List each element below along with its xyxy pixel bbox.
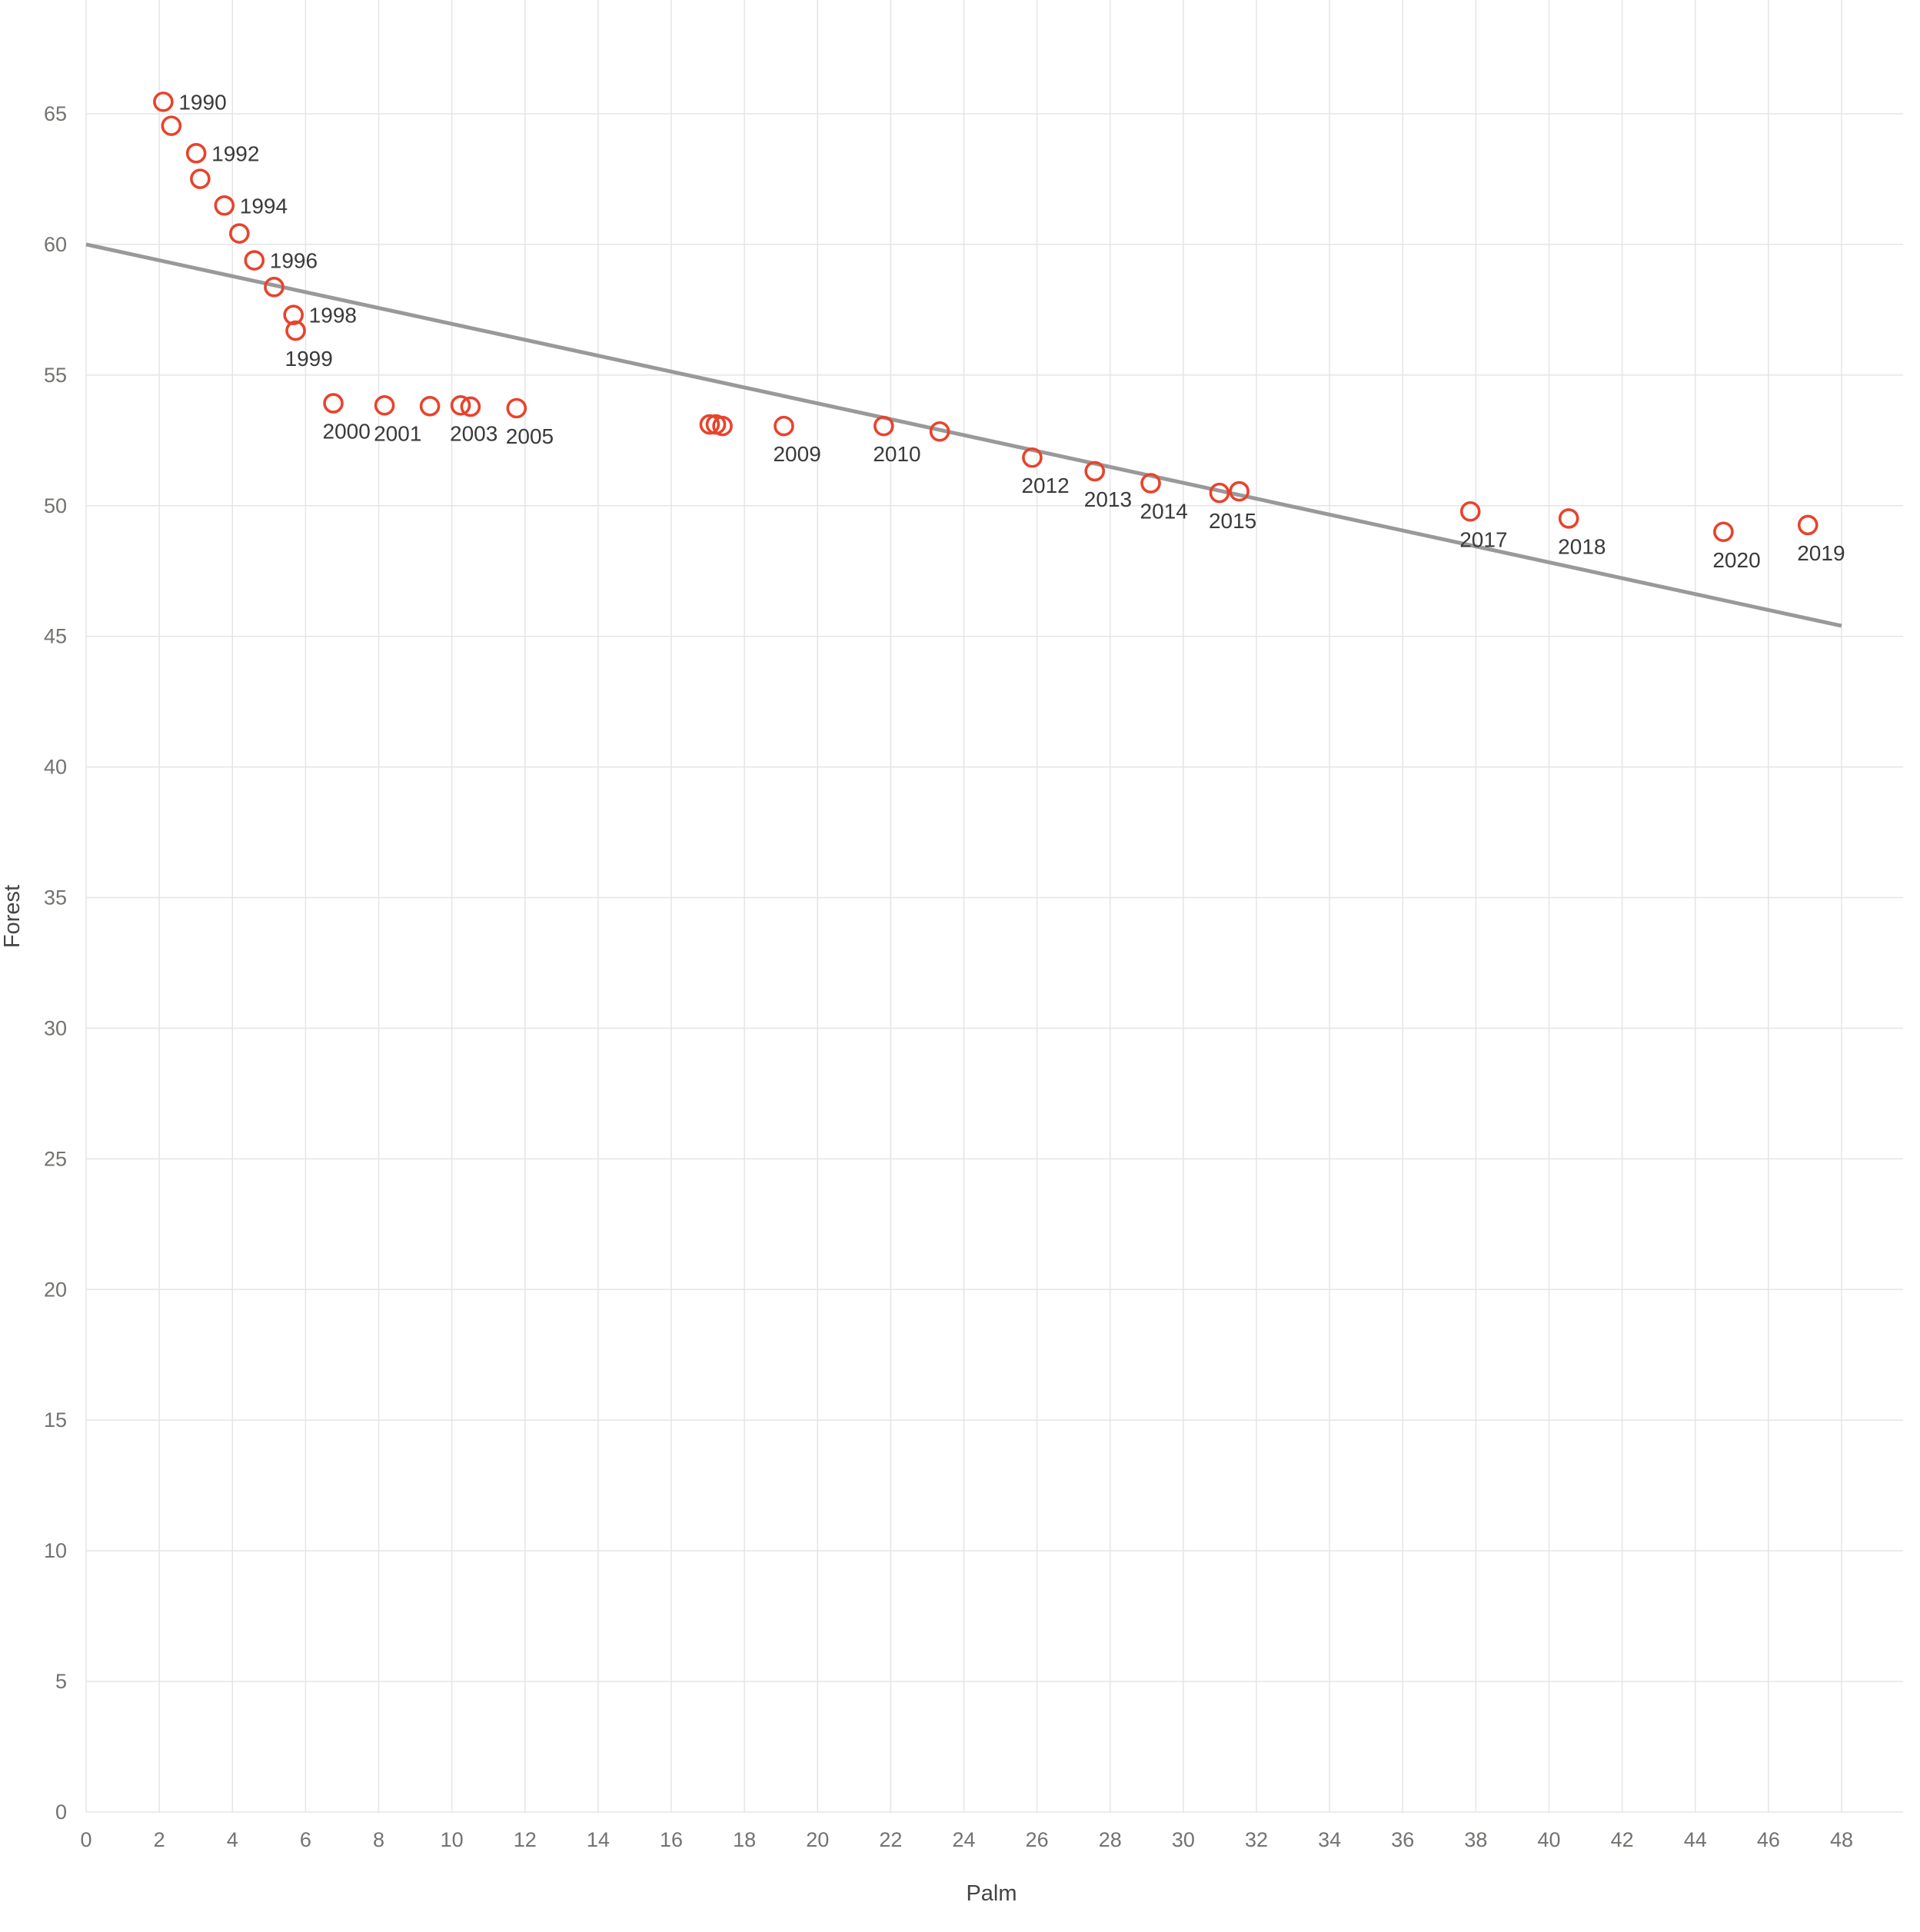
svg-text:0: 0 [55, 1801, 67, 1824]
svg-text:25: 25 [44, 1147, 67, 1170]
svg-text:1996: 1996 [270, 249, 318, 273]
svg-text:36: 36 [1391, 1828, 1414, 1851]
svg-text:26: 26 [1026, 1828, 1049, 1851]
svg-text:44: 44 [1684, 1828, 1707, 1851]
svg-text:46: 46 [1757, 1828, 1780, 1851]
svg-text:50: 50 [44, 494, 67, 517]
svg-text:5: 5 [55, 1670, 67, 1693]
svg-text:Forest: Forest [0, 885, 25, 948]
svg-text:40: 40 [44, 756, 67, 779]
svg-text:24: 24 [952, 1828, 975, 1851]
svg-text:32: 32 [1245, 1828, 1268, 1851]
svg-text:2014: 2014 [1140, 500, 1188, 524]
svg-text:2018: 2018 [1558, 534, 1606, 558]
svg-text:1992: 1992 [211, 141, 259, 165]
svg-text:65: 65 [44, 102, 67, 125]
svg-text:Palm: Palm [966, 1881, 1017, 1906]
svg-text:2000: 2000 [323, 420, 371, 444]
svg-text:2017: 2017 [1459, 527, 1507, 551]
svg-text:2015: 2015 [1209, 509, 1256, 533]
svg-text:48: 48 [1830, 1828, 1853, 1851]
svg-text:1994: 1994 [240, 194, 288, 218]
svg-text:14: 14 [587, 1828, 610, 1851]
svg-text:10: 10 [44, 1539, 67, 1562]
svg-text:2005: 2005 [506, 424, 554, 448]
svg-text:2012: 2012 [1021, 474, 1069, 497]
svg-text:2020: 2020 [1712, 548, 1760, 572]
svg-text:55: 55 [44, 364, 67, 387]
svg-text:16: 16 [660, 1828, 683, 1851]
svg-text:2003: 2003 [450, 421, 497, 445]
svg-text:20: 20 [44, 1278, 67, 1301]
svg-text:1999: 1999 [285, 347, 333, 371]
svg-text:1990: 1990 [178, 90, 226, 114]
svg-text:2019: 2019 [1797, 541, 1845, 565]
svg-text:34: 34 [1318, 1828, 1341, 1851]
svg-text:2001: 2001 [374, 421, 421, 445]
svg-text:2009: 2009 [773, 442, 820, 466]
svg-text:42: 42 [1611, 1828, 1634, 1851]
svg-text:0: 0 [80, 1828, 92, 1851]
svg-text:6: 6 [300, 1828, 311, 1851]
svg-text:18: 18 [733, 1828, 756, 1851]
svg-text:40: 40 [1537, 1828, 1560, 1851]
svg-text:15: 15 [44, 1408, 67, 1432]
svg-text:10: 10 [441, 1828, 464, 1851]
svg-text:4: 4 [227, 1828, 238, 1851]
svg-text:8: 8 [373, 1828, 384, 1851]
svg-text:35: 35 [44, 886, 67, 909]
svg-text:30: 30 [1172, 1828, 1195, 1851]
svg-text:2013: 2013 [1084, 487, 1132, 511]
svg-text:20: 20 [806, 1828, 829, 1851]
svg-text:12: 12 [514, 1828, 537, 1851]
svg-text:22: 22 [879, 1828, 902, 1851]
svg-text:30: 30 [44, 1016, 67, 1039]
svg-text:1998: 1998 [309, 304, 357, 328]
svg-text:2: 2 [154, 1828, 165, 1851]
svg-text:38: 38 [1464, 1828, 1487, 1851]
svg-text:45: 45 [44, 625, 67, 648]
svg-text:2010: 2010 [873, 442, 920, 466]
svg-text:60: 60 [44, 233, 67, 256]
svg-text:28: 28 [1099, 1828, 1122, 1851]
